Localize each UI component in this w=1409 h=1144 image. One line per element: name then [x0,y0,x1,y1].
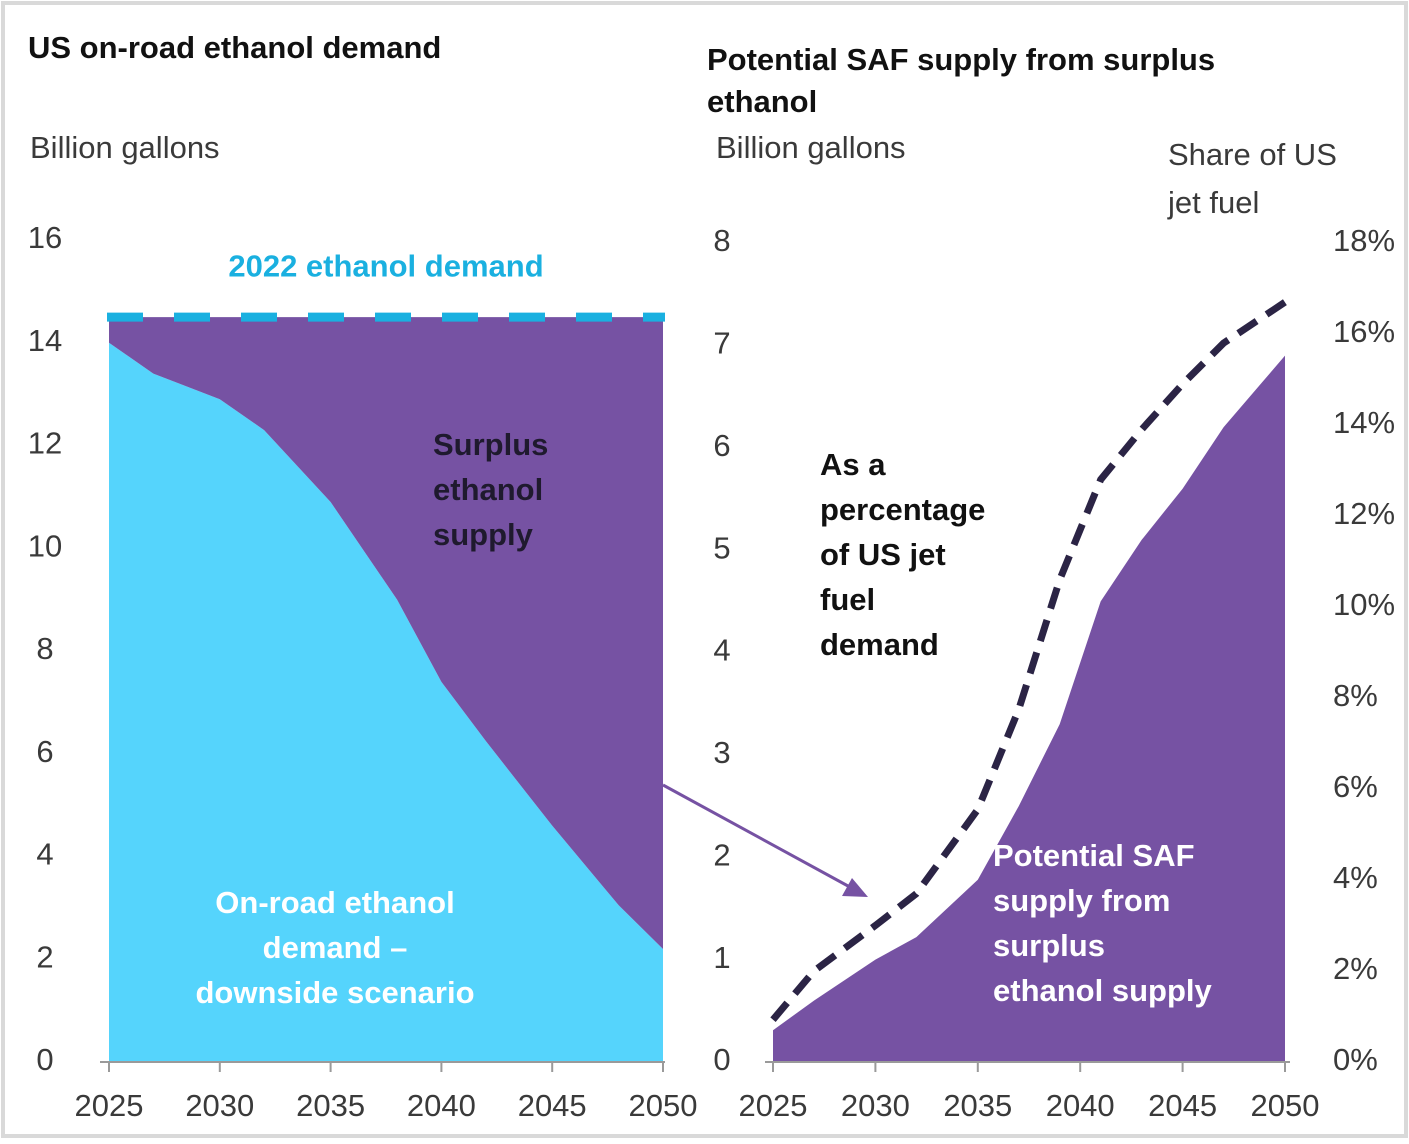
series-label: fuel [820,582,875,617]
y2-axis-label: jet fuel [1167,185,1259,220]
y-tick-label: 14 [28,323,62,358]
y2-tick-label: 8% [1333,678,1378,713]
x-tick-label: 2030 [185,1088,254,1123]
y2-tick-label: 16% [1333,314,1395,349]
y2-tick-label: 0% [1333,1042,1378,1077]
y2-tick-label: 18% [1333,223,1395,258]
y-axis-label: Billion gallons [30,130,220,165]
y-tick-label: 6 [36,734,53,769]
y-tick-label: 5 [713,530,730,565]
x-tick-label: 2025 [75,1088,144,1123]
y2-tick-label: 6% [1333,769,1378,804]
area [109,342,663,1062]
x-tick-label: 2030 [841,1088,910,1123]
arrow-head [842,878,868,897]
y-tick-label: 1 [713,940,730,975]
y-tick-label: 8 [713,223,730,258]
y2-tick-label: 2% [1333,951,1378,986]
chart-title: US on-road ethanol demand [28,30,441,65]
y-tick-label: 0 [36,1042,53,1077]
y-tick-label: 12 [28,426,62,461]
line [770,299,1287,1022]
series-label: On-road ethanol [215,885,454,920]
x-tick-label: 2040 [1046,1088,1115,1123]
y-tick-label: 2 [36,939,53,974]
y-tick-label: 4 [713,633,730,668]
series-label: surplus [993,928,1105,963]
series-label: Surplus [433,427,548,462]
y2-tick-label: 10% [1333,587,1395,622]
y2-tick-label: 12% [1333,496,1395,531]
series-label: demand [820,627,939,662]
x-tick-label: 2050 [1251,1088,1320,1123]
y-axis-label: Billion gallons [716,130,906,165]
x-tick-label: 2025 [739,1088,808,1123]
x-tick-label: 2045 [1148,1088,1217,1123]
chart-title: Potential SAF supply from surplus [707,42,1215,77]
x-tick-label: 2035 [943,1088,1012,1123]
y-tick-label: 7 [713,326,730,361]
series-label: of US jet [820,537,946,572]
reference-label: 2022 ethanol demand [228,248,543,283]
y-tick-label: 0 [713,1042,730,1077]
x-tick-label: 2035 [296,1088,365,1123]
y-tick-label: 16 [28,220,62,255]
x-tick-label: 2040 [407,1088,476,1123]
arrow [662,783,868,897]
series-label: As a [820,447,886,482]
y2-tick-label: 14% [1333,405,1395,440]
series-label: ethanol [433,472,543,507]
series-label: ethanol supply [993,973,1213,1008]
series-label: percentage [820,492,985,527]
x-tick-label: 2050 [629,1088,698,1123]
y-tick-label: 6 [713,428,730,463]
chart-title: ethanol [707,84,817,119]
y-tick-label: 3 [713,735,730,770]
x-tick-label: 2045 [518,1088,587,1123]
y2-tick-label: 4% [1333,860,1378,895]
area [109,317,663,949]
series-label: supply from [993,883,1170,918]
area [773,355,1285,1062]
y-tick-label: 2 [713,837,730,872]
series-label: downside scenario [195,975,474,1010]
series-label: demand – [263,930,408,965]
y2-axis-label: Share of US [1168,137,1337,172]
series-label: supply [433,517,534,552]
y-tick-label: 10 [28,528,62,563]
y-tick-label: 4 [36,837,53,872]
y-tick-label: 8 [36,631,53,666]
series-label: Potential SAF [993,838,1195,873]
arrow-line [662,783,849,888]
